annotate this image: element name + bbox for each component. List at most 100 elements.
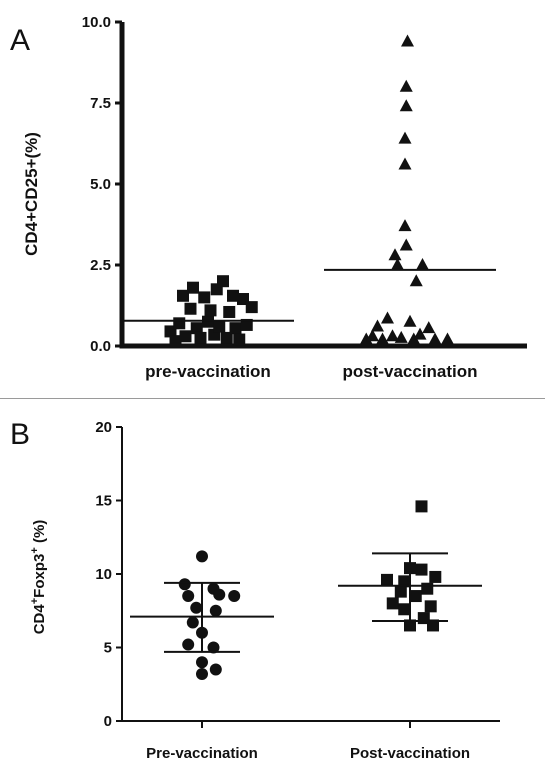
panel-b-y-tick-label: 10 — [95, 566, 112, 583]
panel-a-triangle-point — [398, 157, 412, 170]
panel-a-square-point — [217, 275, 229, 288]
panel-b-circle-point — [182, 638, 195, 651]
panel-b-y-tick-label: 5 — [104, 640, 112, 657]
panel-a-y-tick-label: 10.0 — [82, 14, 111, 31]
panel-a-square-point — [245, 301, 258, 314]
panel-b-ylabel-sup-2: + — [29, 547, 41, 553]
panel-a-square-point — [223, 305, 236, 318]
panel-a-triangle-point — [398, 131, 412, 144]
panel-b-y-tick-label: 0 — [104, 713, 112, 730]
panel-b-circle-point — [213, 588, 226, 601]
panel-b-square-point — [415, 563, 428, 576]
panel-b-ylabel-sup-1: + — [29, 598, 41, 604]
panel-a-triangle-point — [381, 311, 394, 324]
panel-b-square-point — [427, 619, 439, 632]
panel-a-square-point — [240, 318, 253, 331]
panel-b-category-pre: Pre-vaccination — [146, 745, 258, 762]
panel-a-triangle-point — [388, 248, 402, 261]
panel-a-y-tick-label: 7.5 — [90, 95, 111, 112]
panel-b-square-point — [381, 573, 393, 586]
panel-a-square-point — [187, 281, 199, 294]
panel-b-circle-point — [196, 667, 208, 680]
panel-a-triangle-point — [366, 329, 379, 342]
panel-b-circle-point — [196, 550, 208, 563]
panel-a-marks — [122, 34, 496, 348]
panel-b-circle-point — [209, 604, 222, 617]
panel-a-square-point — [227, 289, 239, 302]
panel-b-square-point — [424, 600, 437, 613]
panel-b-circle-point — [196, 656, 208, 669]
panel-a-triangle-point — [399, 99, 413, 112]
panel-b-square-point — [421, 582, 434, 595]
panel-b-square-point — [415, 500, 428, 513]
panel-a-triangle-point — [407, 332, 421, 345]
panel-b-circle-point — [178, 578, 191, 591]
panel-b-category-post: Post-vaccination — [350, 745, 470, 762]
panel-b-circle-point — [207, 641, 220, 654]
panel-b-square-point — [429, 570, 442, 583]
panel-b-square-point — [394, 585, 407, 598]
panel-a-triangle-point — [376, 332, 389, 345]
panel-b-letter: B — [10, 418, 30, 451]
panel-b-ylabel-part-2: Foxp3 — [31, 554, 48, 598]
panel-a-square-point — [169, 335, 182, 348]
panel-a-square-point — [190, 322, 203, 335]
panel-a-letter: A — [10, 24, 30, 57]
panel-a-triangle-point — [413, 327, 427, 340]
panel-a-y-tick-label: 2.5 — [90, 257, 111, 274]
panel-b-circle-point — [186, 616, 199, 629]
panel-a-triangle-point — [359, 332, 373, 345]
panel-b-square-point — [398, 603, 411, 616]
panel-a-triangle-point — [399, 238, 413, 251]
panel-a-square-point — [233, 333, 246, 346]
panel-b-circle-point — [190, 601, 203, 614]
panel-a-y-axis-label: CD4+CD25+(%) — [22, 132, 41, 256]
panel-b-y-axis-label: CD4+Foxp3+ (%) — [29, 520, 48, 635]
panel-b-square-point — [409, 590, 422, 603]
panel-b-square-point — [398, 575, 411, 588]
panel-a-triangle-point — [394, 330, 408, 343]
panel-a-triangle-point — [386, 329, 399, 342]
panel-a-triangle-point — [391, 258, 404, 270]
panel-a-triangle-point — [441, 332, 454, 345]
panel-a-square-point — [229, 322, 242, 335]
panel-a-triangle-point — [401, 34, 414, 47]
panel-a-square-point — [220, 331, 233, 344]
panel-a-square-point — [179, 330, 192, 343]
panel-a-triangle-point — [428, 332, 442, 345]
panel-b-ylabel-part-1: CD4 — [31, 604, 48, 635]
panel-b-square-point — [386, 597, 399, 610]
panel-a-category-pre: pre-vaccination — [145, 362, 271, 381]
panel-a-triangle-point — [399, 79, 413, 92]
panel-divider — [0, 398, 545, 399]
panel-a-square-point — [194, 331, 207, 344]
panel-a-square-point — [198, 291, 211, 304]
panel-b-square-point — [404, 619, 416, 632]
panel-b-circle-point — [209, 663, 222, 676]
panel-a-triangle-point — [416, 258, 429, 270]
panel-a-square-point — [173, 317, 186, 330]
panel-b-circle-point — [182, 590, 195, 603]
panel-a-square-point — [213, 320, 226, 333]
panel-a-triangle-point — [398, 219, 412, 232]
panel-a-axes: 0.0 2.5 5.0 7.5 10.0 — [82, 14, 527, 355]
panel-a-y-tick-label: 0.0 — [90, 338, 111, 355]
panel-a: A CD4+CD25+(%) 0.0 2.5 5.0 7.5 10.0 pre-vacc… — [10, 14, 527, 381]
panel-a-square-point — [184, 302, 197, 315]
panel-b-axes: 0 5 10 15 20 — [95, 419, 500, 730]
panel-a-square-point — [204, 304, 217, 317]
panel-a-triangle-point — [371, 319, 384, 332]
panel-b-marks — [130, 500, 482, 680]
panel-b-ylabel-part-3: (%) — [31, 520, 48, 548]
panel-a-triangle-point — [409, 274, 423, 287]
panel-a-y-tick-label: 5.0 — [90, 176, 111, 193]
panel-a-category-post: post-vaccination — [342, 362, 477, 381]
panel-b-y-tick-label: 15 — [95, 493, 112, 510]
panel-a-triangle-point — [403, 314, 417, 327]
panel-b-circle-point — [228, 590, 241, 603]
panel-a-triangle-point — [422, 321, 436, 334]
panel-b-y-tick-label: 20 — [95, 419, 112, 436]
panel-a-square-point — [177, 289, 189, 302]
